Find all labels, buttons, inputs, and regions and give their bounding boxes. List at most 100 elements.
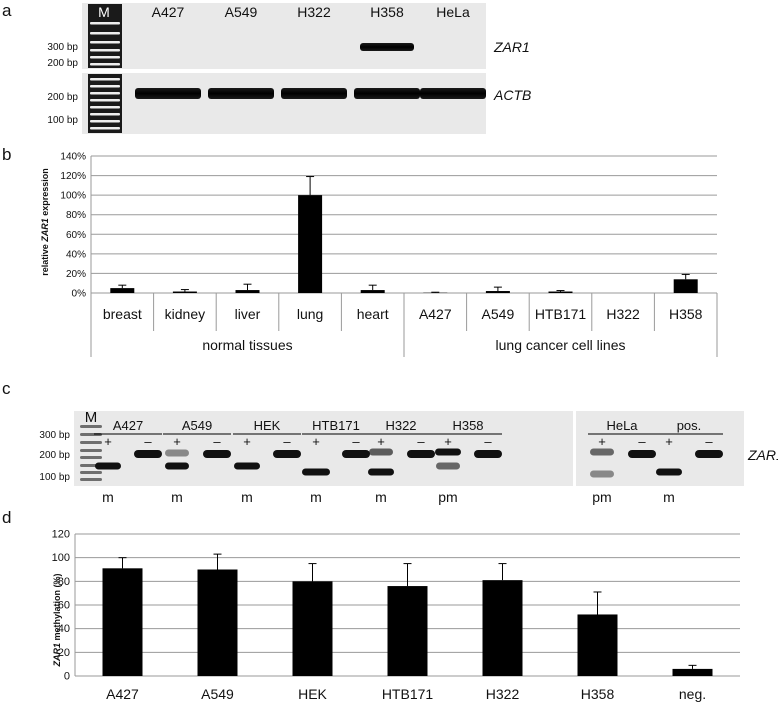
gel-c-marker-label: M [85, 409, 98, 426]
gel-c-size-300: 300 bp [39, 430, 70, 441]
gel-a-ladder-band [90, 85, 120, 88]
chart-b-ylabel-post: expression [40, 168, 50, 218]
gel-c-sample-label: HTB171 [312, 418, 360, 433]
bar [673, 279, 698, 293]
x-category-label: H358 [581, 686, 615, 702]
x-category-label: H322 [606, 306, 640, 322]
chart-d: 0 20 40 60 80 100 120 A427 A549 HEK HTB171 H322 H358… [52, 529, 740, 702]
gel-a-ladder-band [90, 63, 120, 66]
gel-c-call-label: m [663, 489, 675, 505]
gel-c-sample-label: A549 [182, 418, 212, 433]
gel-c-minus-label: – [484, 434, 492, 449]
y-tick-label: 20 [58, 647, 70, 659]
y-tick-label: 100% [60, 191, 86, 202]
x-category-label: heart [357, 306, 389, 322]
bar [110, 288, 135, 293]
y-tick-label: 120 [52, 529, 70, 541]
gel-c-plus-band [165, 449, 189, 457]
gel-c-sample-label: H322 [385, 418, 416, 433]
x-category-label: liver [235, 306, 261, 322]
gel-c-ladder-band [80, 425, 102, 428]
bar [548, 291, 573, 293]
gel-a-lane-labels: A427 A549 H322 H358 HeLa [152, 4, 470, 20]
gel-a-size-200-actb: 200 bp [47, 92, 78, 103]
gel-c-plus-band [590, 470, 614, 478]
gel-a-zar1-background [82, 3, 486, 69]
gel-c-plus-band [436, 462, 460, 470]
gel-a-actb-band [354, 88, 420, 99]
gel-a-ladder-band [90, 92, 120, 95]
gel-c-minus-band [134, 450, 162, 458]
gel-c-minus-band [695, 450, 723, 458]
gel-c-minus-band [342, 450, 370, 458]
gel-c-plus-band [369, 448, 393, 456]
y-tick-label: 80% [66, 210, 86, 221]
gel-a-size-100-actb: 100 bp [47, 115, 78, 126]
gel-c-call-label: pm [592, 489, 611, 505]
gel-c-plus-label: + [104, 434, 112, 449]
x-category-label: HEK [298, 686, 327, 702]
gel-c-ladder-band [80, 478, 102, 481]
gel-a-marker-lane-actb [88, 74, 122, 133]
gel-c-plus-band [590, 448, 614, 456]
gel-a-gene-actb: ACTB [493, 87, 531, 103]
y-tick-label: 0 [64, 671, 70, 683]
gel-c-sample-label: pos. [677, 418, 702, 433]
gel-a-gene-zar1: ZAR1 [493, 39, 530, 55]
x-category-label: H322 [486, 686, 520, 702]
panel-label-a: a [2, 1, 12, 20]
panel-label-b: b [2, 145, 11, 164]
gel-a-ladder-band [90, 22, 120, 25]
panel-label-c: c [2, 379, 11, 398]
gel-c-ladder-band [80, 456, 102, 459]
gel-a-ladder-band [90, 127, 120, 130]
gel-c-plus-band [656, 468, 682, 476]
gel-c-ladder-band [80, 449, 102, 452]
gel-c-minus-label: – [705, 434, 713, 449]
x-category-label: lung [297, 306, 323, 322]
gel-a-lane-label: H322 [297, 4, 331, 20]
y-tick-label: 40 [58, 623, 70, 635]
gel-a-lane-label: A427 [152, 4, 185, 20]
gel-a-ladder-band [90, 99, 120, 102]
chart-b: 0% 20% 40% 60% 80% 100% 120% 140% breast kidney li… [60, 152, 718, 357]
bar [485, 291, 510, 293]
chart-d-ylabel: ZAR1 methylation (%) [52, 573, 62, 667]
gel-c-plus-label: + [444, 434, 452, 449]
gel-a-ladder-band [90, 32, 120, 35]
chart-b-ylabel-pre: relative [40, 242, 50, 276]
bar [197, 569, 238, 676]
gel-c-minus-label: – [283, 434, 291, 449]
x-category-label: HTB171 [535, 306, 587, 322]
gel-a-lane-label: H358 [370, 4, 404, 20]
y-tick-label: 20% [66, 269, 86, 280]
gel-c-sample-label: HEK [254, 418, 281, 433]
gel-a-ladder-band [90, 106, 120, 109]
x-category-label: H358 [669, 306, 703, 322]
gel-a-ladder-band [90, 49, 120, 52]
gel-c-ladder-band [80, 441, 102, 444]
gel-c-minus-label: – [144, 434, 152, 449]
gel-a-lane-label: A549 [225, 4, 258, 20]
gel-a-ladder-band [90, 56, 120, 59]
gel-a-actb-band [281, 88, 347, 99]
gel-a-size-300: 300 bp [47, 42, 78, 53]
y-tick-label: 40% [66, 249, 86, 260]
gel-a-actb-band [135, 88, 201, 99]
gel-c-minus-label: – [417, 434, 425, 449]
gel-c-minus-label: – [638, 434, 646, 449]
bar [292, 581, 333, 676]
gel-c-call-label: m [241, 489, 253, 505]
y-tick-label: 100 [52, 552, 70, 564]
gel-c-plus-label: + [173, 434, 181, 449]
gel-c-minus-label: – [213, 434, 221, 449]
bar [172, 291, 197, 293]
gel-a-marker-label: M [98, 4, 110, 20]
gel-c-plus-band [95, 462, 121, 470]
gel-a-bands [88, 4, 486, 133]
gel-c-plus-label: + [598, 434, 606, 449]
y-tick-label: 60% [66, 230, 86, 241]
gel-a-size-200: 200 bp [47, 58, 78, 69]
